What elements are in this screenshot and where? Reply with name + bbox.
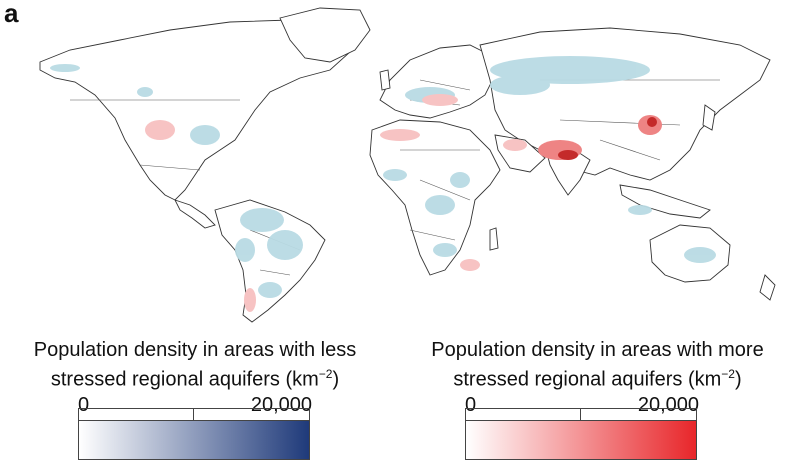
panel-label: a <box>4 0 19 28</box>
country-borders <box>70 79 720 276</box>
legend-less-min: 0 <box>78 394 90 416</box>
less-stressed-regions <box>50 56 716 298</box>
legend-less-colorbar <box>78 420 310 460</box>
continent-central-america <box>174 199 216 229</box>
legend-less-stressed: Population density in areas with less st… <box>0 338 390 392</box>
landmass-new-zealand <box>759 274 776 301</box>
world-map <box>39 7 776 323</box>
continent-greenland <box>279 7 371 63</box>
legend-more-colorbar <box>465 420 697 460</box>
legend-more-title-line1: Population density in areas with more <box>431 339 764 361</box>
legend-more-ticks <box>465 408 697 421</box>
continents <box>39 7 776 323</box>
more-stressed-regions <box>145 94 662 312</box>
legend-more-min: 0 <box>465 394 477 416</box>
continent-north-america <box>39 19 351 201</box>
legend-more-stressed: Population density in areas with more st… <box>395 338 800 392</box>
landmass-uk <box>379 69 391 91</box>
legend-less-max: 20,000 <box>250 394 312 416</box>
legend-less-title-line2: stressed regional aquifers (km−2) <box>50 367 340 391</box>
legend-less-ticks <box>78 408 310 421</box>
landmass-madagascar <box>489 227 499 251</box>
legend-more-title-line2: stressed regional aquifers (km−2) <box>453 367 742 391</box>
continent-south-america <box>214 199 326 323</box>
landmass-southeast-asia <box>619 184 711 219</box>
legend-more-max: 20,000 <box>637 394 699 416</box>
continent-europe <box>379 44 496 119</box>
landmass-japan <box>702 104 716 131</box>
legend-less-title-line1: Population density in areas with less <box>33 339 357 361</box>
